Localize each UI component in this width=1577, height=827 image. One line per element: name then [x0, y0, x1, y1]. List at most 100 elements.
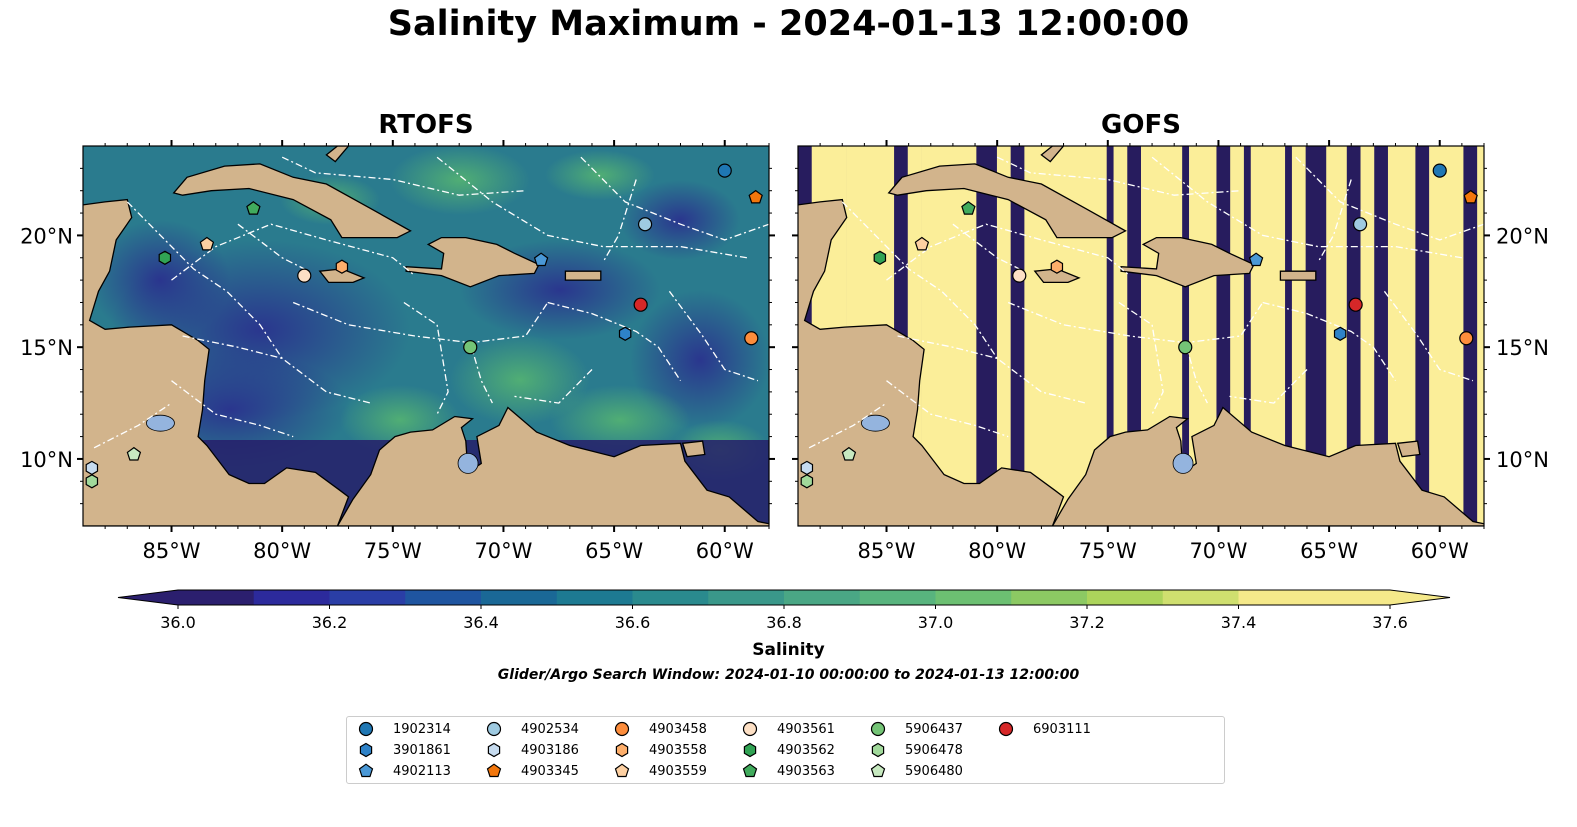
gofs-stripe	[1360, 146, 1375, 526]
rtofs-frame	[82, 145, 770, 527]
eez-boundary	[1184, 342, 1208, 404]
land-polygon	[1279, 270, 1317, 281]
legend-item-4903186: 4903186	[485, 740, 579, 760]
float-marker-1902314	[1432, 163, 1447, 178]
legend-marker-icon	[870, 763, 886, 778]
lon-tick-label: 60°W	[696, 539, 754, 563]
gofs-land	[798, 146, 1484, 526]
lat-tick-label: 10°N	[1496, 448, 1549, 472]
legend-item-4903561: 4903561	[741, 719, 835, 739]
float-marker-4903558	[335, 259, 349, 274]
legend-marker-icon	[742, 763, 758, 778]
legend-marker-4903563	[742, 763, 758, 778]
float-marker-4903345	[1463, 189, 1478, 204]
rtofs-float-markers	[85, 163, 763, 489]
legend-item-4903559: 4903559	[613, 761, 707, 781]
colorbar-label: Salinity	[752, 640, 825, 660]
colorbar-extend-min	[118, 590, 178, 605]
lat-tick-label: 10°N	[20, 448, 73, 472]
legend-marker-icon	[358, 763, 374, 778]
legend-marker-5906480	[870, 763, 886, 778]
search-window-text: Glider/Argo Search Window: 2024-01-10 00…	[497, 667, 1080, 683]
float-marker-4903345	[748, 189, 763, 204]
float-marker-4903458	[1459, 331, 1474, 346]
legend-item-4903558: 4903558	[613, 740, 707, 760]
legend-marker-icon	[998, 721, 1014, 737]
colorbar-tick-label: 37.2	[1069, 613, 1105, 632]
eez-boundary	[547, 301, 682, 382]
legend-marker-5906478	[871, 742, 885, 758]
land-polygon	[564, 270, 602, 281]
eez-boundary	[1295, 156, 1484, 241]
legend-label: 4903561	[777, 721, 835, 737]
float-marker-4902113	[1248, 252, 1264, 267]
lon-tick-label: 70°W	[1189, 539, 1247, 563]
gofs-stripe	[1477, 146, 1484, 526]
legend-item-4902113: 4902113	[357, 761, 451, 781]
legend-marker-4903562	[743, 742, 757, 758]
float-marker-4903562	[873, 250, 887, 265]
lon-tick-label: 75°W	[364, 539, 422, 563]
float-marker-4903186	[800, 460, 814, 476]
float-marker-1902314	[717, 163, 732, 178]
legend-marker-5906437	[870, 721, 886, 737]
colorbar-tick-label: 37.6	[1372, 613, 1408, 632]
legend-label: 4903345	[521, 763, 579, 779]
colorbar-segment	[784, 590, 861, 605]
eez-boundary	[469, 342, 493, 404]
legend-marker-4903559	[614, 763, 630, 778]
rtofs-land	[83, 146, 769, 526]
float-marker-5906478	[800, 474, 814, 489]
legend-label: 4903558	[649, 742, 707, 758]
eez-boundary	[580, 156, 769, 241]
land-polygon	[1396, 440, 1421, 458]
legend-item-4903562: 4903562	[741, 740, 835, 760]
colorbar-tick-label: 37.4	[1221, 613, 1257, 632]
eez-boundary	[1317, 179, 1352, 263]
eez-boundary	[237, 223, 305, 270]
eez-boundary	[171, 223, 416, 281]
eez-boundary	[952, 223, 1020, 270]
land-polygon	[887, 163, 1127, 239]
legend-label: 4903458	[649, 721, 707, 737]
legend-marker-icon	[742, 721, 758, 737]
lon-tick-label: 60°W	[1411, 539, 1469, 563]
float-legend: 1902314 3901861 4902113 4902534 4903186 49033…	[346, 716, 1225, 784]
eez-boundary	[436, 156, 748, 259]
eez-boundary	[602, 179, 637, 263]
colorbar-segment	[253, 590, 330, 605]
eez-boundary	[1262, 301, 1397, 382]
lake	[146, 414, 175, 432]
eez-boundary	[1007, 301, 1264, 344]
panel-title-rtofs: RTOFS	[378, 110, 474, 140]
colorbar-tick-label: 36.2	[312, 613, 348, 632]
panel-title-gofs: GOFS	[1101, 110, 1181, 140]
lat-tick-label: 20°N	[1496, 224, 1549, 248]
lon-tick-label: 65°W	[585, 539, 643, 563]
colorbar-tick-label: 37.0	[918, 613, 954, 632]
float-marker-5906478	[85, 474, 99, 489]
eez-boundary	[403, 301, 449, 415]
land-polygon	[336, 406, 769, 526]
legend-item-3901861: 3901861	[357, 740, 451, 760]
gofs-float-markers	[800, 163, 1478, 489]
legend-marker-4903345	[486, 763, 502, 778]
float-marker-3901861	[1333, 326, 1347, 341]
salinity-colorbar: 36.0 36.2 36.4 36.6 36.8 37.0 37.2 37.4 37.6	[117, 589, 1451, 632]
land-polygon	[1051, 406, 1484, 526]
land-polygon	[172, 163, 412, 239]
legend-label: 3901861	[393, 742, 451, 758]
lat-tick-label: 15°N	[1496, 336, 1549, 360]
eez-boundary	[668, 290, 759, 382]
lake	[457, 453, 479, 474]
colorbar-segment	[859, 590, 936, 605]
colorbar-segment	[405, 590, 482, 605]
legend-label: 4903563	[777, 763, 835, 779]
float-marker-6903111	[633, 297, 648, 312]
colorbar-segment	[556, 590, 633, 605]
legend-item-4903563: 4903563	[741, 761, 835, 781]
legend-marker-icon	[871, 742, 885, 758]
float-marker-4903559	[199, 236, 215, 251]
eez-boundary	[514, 369, 593, 404]
lon-tick-label: 85°W	[858, 539, 916, 563]
